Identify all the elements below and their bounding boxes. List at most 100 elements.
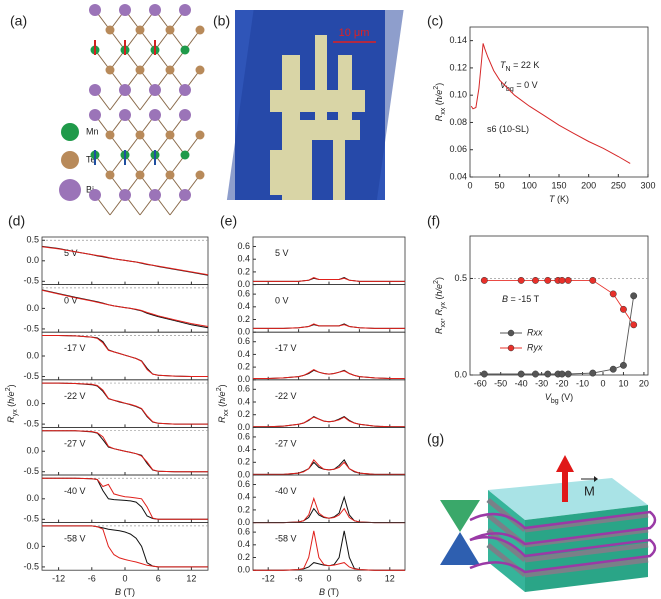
atom (135, 170, 145, 180)
y-tick-label: 0.0 (237, 422, 250, 432)
y-tick-label: 0.4 (237, 254, 250, 264)
data-line (42, 525, 208, 568)
data-point (630, 292, 638, 300)
plot-frame (252, 379, 406, 428)
y-tick-label: 0.0 (26, 541, 39, 551)
x-axis-label: Vbg (V) (545, 392, 573, 405)
data-point (558, 370, 566, 378)
x-tick-label: 150 (551, 180, 566, 190)
y-axis-label: Rxx, Ryx (h/e2) (433, 277, 447, 334)
panel-label: (e) (220, 213, 237, 229)
y-tick-label: 0.2 (237, 266, 250, 276)
atom (89, 189, 101, 201)
atom (179, 84, 191, 96)
atom (195, 65, 205, 75)
data-line (470, 43, 631, 164)
annotation: -58 V (275, 534, 297, 544)
data-point (609, 290, 617, 298)
label-part: -27 V (275, 439, 297, 449)
x-axis-label: T (K) (549, 194, 569, 204)
label-part: ) (434, 83, 444, 86)
label-part: (V) (559, 392, 574, 402)
data-line (253, 416, 405, 428)
label-part: B (319, 588, 325, 598)
y-tick-label: 0.0 (237, 565, 250, 575)
x-tick-label: 0 (467, 180, 472, 190)
atom (105, 25, 115, 35)
x-tick-label: 10 (618, 378, 628, 388)
y-tick-label: 0.0 (26, 255, 39, 265)
plot-frame (252, 522, 406, 571)
label-part: bg (506, 86, 514, 93)
x-tick-label: -6 (295, 574, 303, 584)
y-tick-label: 0.2 (237, 457, 250, 467)
annotation: -22 V (64, 391, 86, 401)
label-part: T (549, 194, 556, 204)
label-part: 0 V (275, 296, 289, 306)
x-tick-label: -6 (88, 574, 96, 584)
panel-label: (f) (427, 213, 440, 229)
x-tick-label: -30 (535, 378, 548, 388)
atom (165, 130, 175, 140)
label-part: ( (434, 102, 444, 108)
label-part: -17 V (275, 344, 297, 354)
data-point (532, 370, 539, 378)
data-line (253, 458, 405, 475)
label-part: (K) (555, 194, 570, 204)
y-tick-label: 0.6 (237, 479, 250, 489)
plot-frame (41, 331, 209, 381)
atom (135, 65, 145, 75)
plot-frame (469, 26, 649, 178)
data-line (484, 295, 635, 375)
y-tick-label: 0.6 (237, 384, 250, 394)
atom (135, 25, 145, 35)
plot-frame (252, 426, 406, 476)
y-tick-label: 0.0 (26, 303, 39, 313)
data-point (619, 361, 627, 369)
y-tick-label: 0.6 (237, 431, 250, 441)
atom (119, 189, 131, 201)
annotation: 5 V (275, 248, 289, 258)
y-tick-label: 0.0 (237, 374, 250, 384)
annotation: -22 V (275, 391, 297, 401)
data-line (253, 496, 405, 524)
x-tick-label: 300 (640, 180, 655, 190)
plot-frame (252, 474, 406, 523)
annotation: -27 V (64, 439, 86, 449)
label-part: -40 V (64, 486, 86, 496)
y-tick-label: 0.6 (237, 288, 250, 298)
y-tick-label: 0.10 (449, 90, 467, 100)
y-tick-label: -0.5 (23, 323, 39, 333)
data-point (564, 276, 572, 284)
y-tick-label: 0.08 (449, 117, 467, 127)
y-tick-label: 0.4 (237, 396, 250, 406)
atom (89, 4, 101, 16)
annotation: -27 V (275, 439, 297, 449)
atom (119, 84, 131, 96)
data-line (42, 525, 208, 568)
x-tick-label: 12 (385, 574, 395, 584)
y-tick-label: 0.0 (26, 493, 39, 503)
x-axis-label: B (T) (319, 588, 339, 598)
x-tick-label: 200 (581, 180, 596, 190)
label-part: R (434, 308, 444, 315)
label-part: ) (6, 384, 16, 387)
data-line (253, 323, 405, 329)
label-part: 2 (433, 280, 440, 284)
label-part: ( (6, 404, 16, 410)
data-point (619, 305, 627, 313)
label-part: ( (217, 404, 227, 410)
data-point (517, 370, 525, 378)
annotation: TN = 22 K (500, 60, 539, 73)
atom (195, 25, 205, 35)
data-point (630, 321, 638, 329)
y-tick-label: 0.4 (237, 349, 250, 359)
label-part: = 22 K (511, 60, 540, 70)
x-tick-label: 6 (156, 574, 161, 584)
label-part: -58 V (275, 534, 297, 544)
y-tick-label: 0.2 (237, 552, 250, 562)
atom (165, 65, 175, 75)
annotation: 5 V (64, 248, 78, 258)
y-tick-label: -0.5 (23, 276, 39, 286)
